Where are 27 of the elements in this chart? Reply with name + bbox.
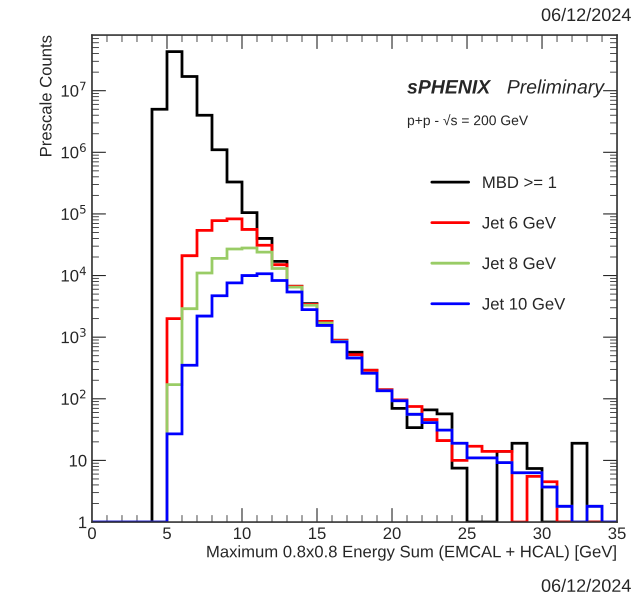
x-tick-label: 35 bbox=[608, 527, 626, 540]
legend-label: MBD >= 1 bbox=[483, 176, 556, 188]
x-tick-label: 0 bbox=[88, 527, 96, 540]
y-axis-title: Prescale Counts bbox=[39, 36, 52, 156]
x-tick-label: 20 bbox=[384, 527, 401, 540]
x-tick-label: 30 bbox=[533, 527, 551, 540]
x-tick-label: 5 bbox=[163, 528, 171, 540]
text: 06/12/2024 bbox=[542, 8, 631, 22]
annotation: p+p - √s = 200 GeV bbox=[408, 114, 528, 128]
y-tick-label: 10$^{4}$ bbox=[62, 266, 86, 282]
y-tick-label: 10$^{7}$ bbox=[62, 82, 86, 97]
x-tick-label: 10 bbox=[234, 527, 251, 540]
y-tick-label: 10 bbox=[70, 454, 86, 467]
y-tick-label: 10$^{6}$ bbox=[62, 143, 86, 158]
x-tick-label: 25 bbox=[458, 527, 476, 540]
annotation: Preliminary bbox=[507, 79, 605, 98]
annotation: sPHENIX bbox=[407, 80, 492, 94]
y-tick-label: 10$^{5}$ bbox=[62, 204, 86, 220]
legend-label: Jet 6 GeV bbox=[482, 216, 556, 229]
x-axis-title: Maximum 0.8x0.8 Energy Sum (EMCAL + HCAL) [GeV] bbox=[207, 545, 616, 561]
x-tick-label: 15 bbox=[309, 528, 326, 540]
y-tick-label: 10$^{3}$ bbox=[62, 328, 86, 344]
legend-label: Jet 10 GeV bbox=[482, 298, 566, 310]
legend-label: Jet 8 GeV bbox=[482, 257, 556, 270]
y-tick-label: 1 bbox=[79, 516, 86, 528]
text: 06/12/2024 bbox=[542, 578, 631, 592]
y-tick-label: 10$^{2}$ bbox=[62, 390, 86, 405]
